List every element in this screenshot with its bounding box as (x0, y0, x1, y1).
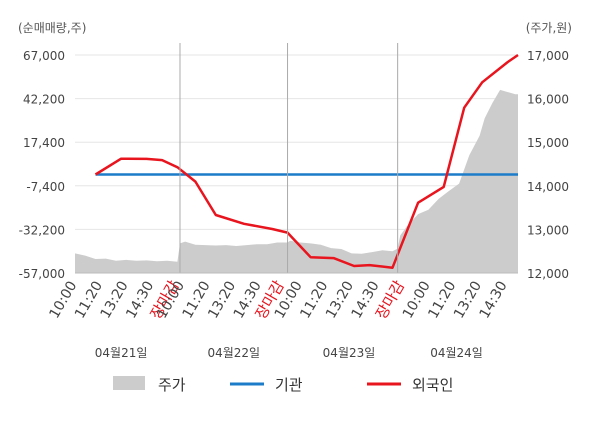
day-label: 04월24일 (430, 346, 483, 360)
left-axis-ticks: 67,000 42,200 17,400 -7,400 -32,200 -57,000 (19, 49, 65, 281)
right-tick-label: 13,000 (527, 223, 569, 237)
left-tick-label: -32,200 (19, 223, 65, 237)
right-tick-label: 15,000 (527, 136, 569, 150)
right-tick-label: 14,000 (527, 180, 569, 194)
day-labels: 04월21일 04월22일 04월23일 04월24일 (95, 346, 483, 360)
legend-label: 기관 (275, 376, 303, 394)
legend-swatch-area (113, 376, 145, 390)
left-tick-label: -57,000 (19, 267, 65, 281)
flow-lines-layer (94, 53, 519, 269)
legend: 주가 기관 외국인 (113, 376, 453, 394)
left-tick-label: 67,000 (23, 49, 65, 63)
right-axis-unit: (주가,원) (526, 21, 572, 35)
right-tick-label: 16,000 (527, 93, 569, 107)
legend-label: 외국인 (412, 376, 453, 394)
right-axis-ticks: 17,000 16,000 15,000 14,000 13,000 12,000 (527, 49, 569, 281)
left-axis-unit: (순매매량,주) (18, 21, 86, 35)
right-tick-label: 12,000 (527, 267, 569, 281)
left-tick-label: 42,200 (23, 93, 65, 107)
day-label: 04월23일 (323, 346, 376, 360)
legend-label: 주가 (158, 376, 186, 394)
left-tick-label: 17,400 (23, 136, 65, 150)
x-axis-ticks: 10:0011:2013:2014:30장마감10:0011:2013:2014… (46, 277, 510, 322)
day-label: 04월22일 (207, 346, 260, 360)
right-tick-label: 17,000 (527, 49, 569, 63)
left-tick-label: -7,400 (26, 180, 65, 194)
day-label: 04월21일 (95, 346, 148, 360)
foreign-line (94, 53, 519, 269)
day-separators (179, 43, 399, 273)
